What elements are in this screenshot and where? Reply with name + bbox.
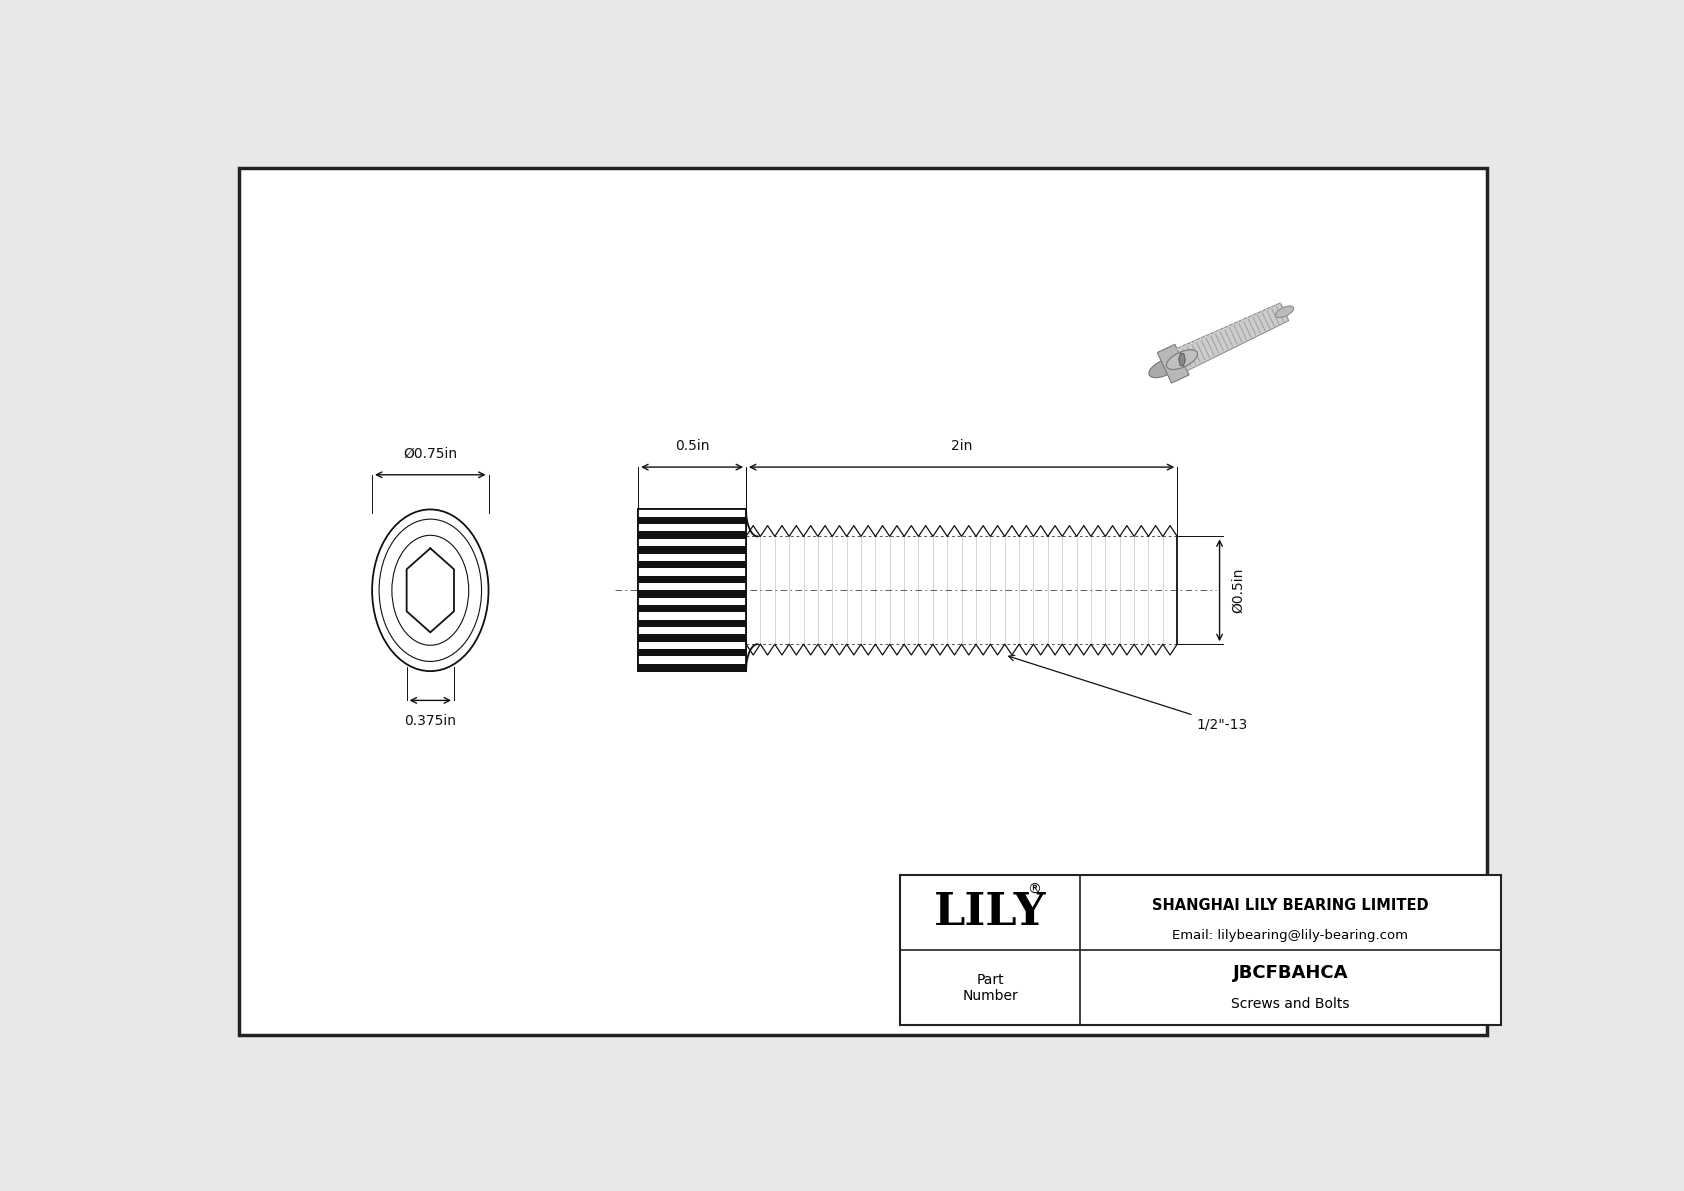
Bar xyxy=(638,538,746,547)
Ellipse shape xyxy=(1275,306,1293,318)
Polygon shape xyxy=(1179,354,1186,366)
Polygon shape xyxy=(1157,344,1189,384)
Bar xyxy=(638,598,746,605)
Text: 2in: 2in xyxy=(951,439,972,454)
Text: Email: lilybearing@lily-bearing.com: Email: lilybearing@lily-bearing.com xyxy=(1172,929,1408,942)
Text: JBCFBAHCA: JBCFBAHCA xyxy=(1233,964,1349,981)
Bar xyxy=(638,510,746,672)
Text: 0.375in: 0.375in xyxy=(404,715,456,728)
Bar xyxy=(638,531,746,538)
Text: Ø0.75in: Ø0.75in xyxy=(402,447,458,461)
Ellipse shape xyxy=(1167,350,1197,369)
Bar xyxy=(638,656,746,663)
Text: 1/2"-13: 1/2"-13 xyxy=(1009,655,1248,731)
Bar xyxy=(638,626,746,635)
Bar xyxy=(899,875,1500,1025)
Bar xyxy=(638,649,746,656)
Bar xyxy=(638,561,746,568)
Bar xyxy=(638,663,746,672)
Bar xyxy=(638,510,746,517)
Text: 0.5in: 0.5in xyxy=(675,439,709,454)
Text: ®: ® xyxy=(1027,883,1041,897)
Bar xyxy=(638,575,746,582)
Ellipse shape xyxy=(379,519,482,661)
Bar xyxy=(638,619,746,626)
Bar xyxy=(638,524,746,531)
Bar xyxy=(638,642,746,649)
Bar xyxy=(638,517,746,524)
Ellipse shape xyxy=(392,535,468,646)
Text: Ø0.5in: Ø0.5in xyxy=(1231,568,1244,613)
Ellipse shape xyxy=(1148,358,1180,378)
Text: Screws and Bolts: Screws and Bolts xyxy=(1231,997,1349,1011)
Bar xyxy=(638,547,746,554)
Bar xyxy=(638,591,746,598)
Bar xyxy=(638,582,746,591)
Bar xyxy=(638,612,746,619)
Bar xyxy=(638,510,746,672)
Bar xyxy=(638,568,746,575)
Polygon shape xyxy=(1177,303,1288,370)
Text: LILY: LILY xyxy=(935,891,1046,934)
Text: Part
Number: Part Number xyxy=(962,973,1017,1003)
Ellipse shape xyxy=(372,510,488,672)
Bar xyxy=(638,605,746,612)
Bar xyxy=(638,554,746,561)
Text: SHANGHAI LILY BEARING LIMITED: SHANGHAI LILY BEARING LIMITED xyxy=(1152,898,1428,912)
Bar xyxy=(638,635,746,642)
